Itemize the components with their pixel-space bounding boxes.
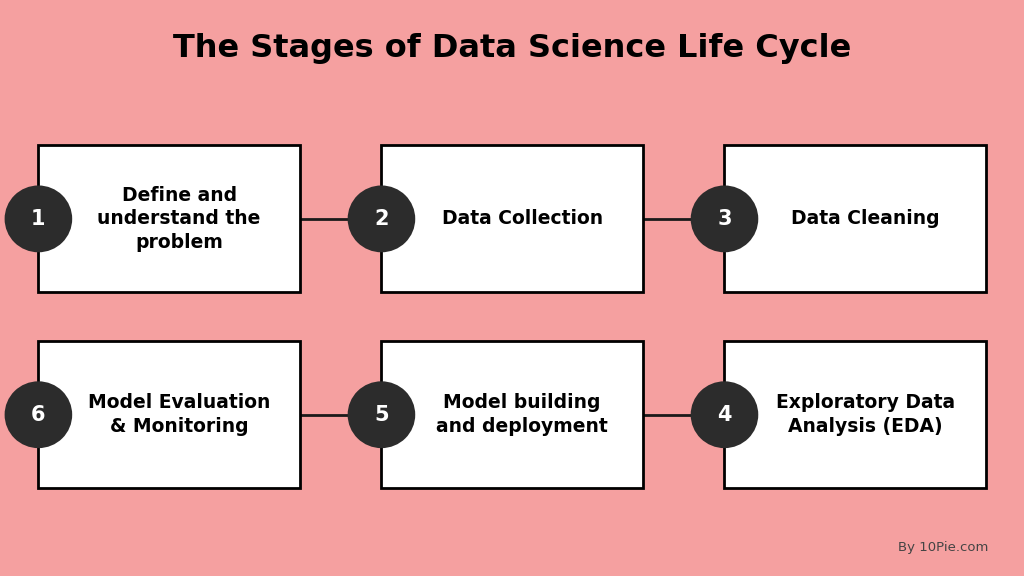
Text: Define and
understand the
problem: Define and understand the problem xyxy=(97,186,261,252)
Text: By 10Pie.com: By 10Pie.com xyxy=(898,541,988,554)
Text: Model building
and deployment: Model building and deployment xyxy=(436,393,608,436)
Ellipse shape xyxy=(348,381,416,448)
Ellipse shape xyxy=(348,185,416,252)
Text: 4: 4 xyxy=(717,405,732,425)
FancyBboxPatch shape xyxy=(39,145,299,293)
Ellipse shape xyxy=(690,381,758,448)
Text: 2: 2 xyxy=(374,209,389,229)
Text: 5: 5 xyxy=(374,405,389,425)
Text: The Stages of Data Science Life Cycle: The Stages of Data Science Life Cycle xyxy=(173,33,851,65)
FancyBboxPatch shape xyxy=(381,341,643,488)
FancyBboxPatch shape xyxy=(725,145,985,293)
Ellipse shape xyxy=(5,381,72,448)
Text: Exploratory Data
Analysis (EDA): Exploratory Data Analysis (EDA) xyxy=(775,393,954,436)
Text: 3: 3 xyxy=(717,209,732,229)
Text: Data Collection: Data Collection xyxy=(441,210,603,228)
Text: Data Cleaning: Data Cleaning xyxy=(791,210,939,228)
FancyBboxPatch shape xyxy=(381,145,643,293)
FancyBboxPatch shape xyxy=(725,341,985,488)
FancyBboxPatch shape xyxy=(39,341,299,488)
Ellipse shape xyxy=(690,185,758,252)
Ellipse shape xyxy=(5,185,72,252)
Text: 6: 6 xyxy=(31,405,46,425)
Text: Model Evaluation
& Monitoring: Model Evaluation & Monitoring xyxy=(88,393,270,436)
Text: 1: 1 xyxy=(31,209,46,229)
